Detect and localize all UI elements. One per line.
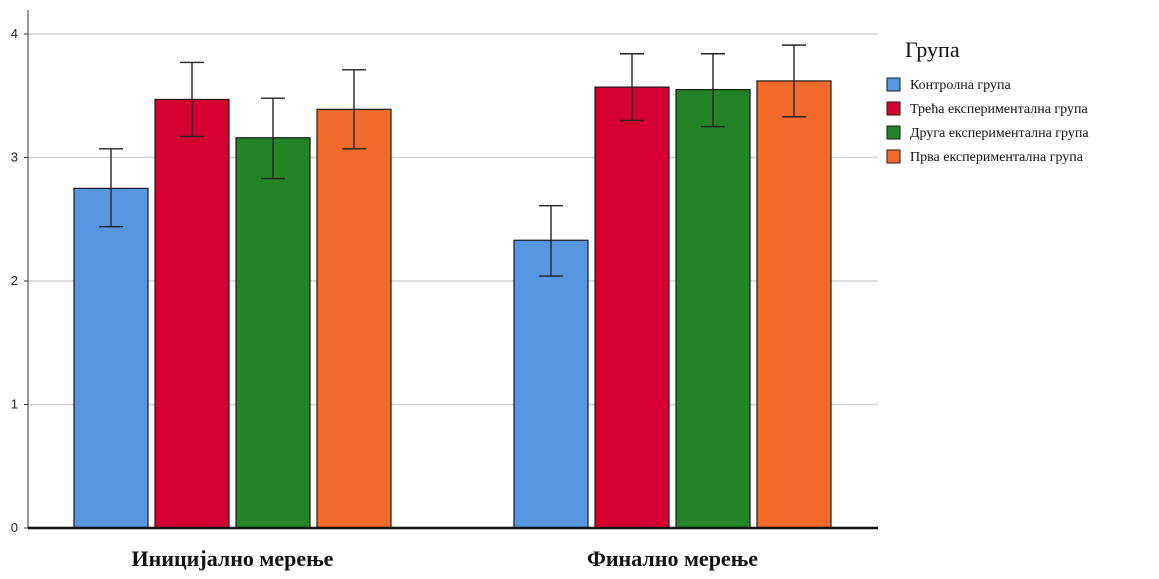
- legend-label: Трећа експериментална група: [910, 102, 1088, 117]
- legend-title: Група: [905, 37, 960, 62]
- legend-label: Прва експериментална група: [910, 150, 1084, 165]
- bar: [316, 108, 392, 529]
- bar: [154, 98, 230, 529]
- axes: 0 1 2 3 4 Иницијално мерење Финално мерење: [11, 10, 878, 571]
- bar: [513, 239, 589, 529]
- category-label: Иницијално мерење: [132, 546, 334, 571]
- y-tick-label: 4: [11, 26, 18, 41]
- y-tick-label: 2: [11, 273, 18, 288]
- legend-swatch: [886, 101, 901, 116]
- bar: [235, 137, 311, 529]
- bars: [73, 80, 832, 529]
- legend-swatch: [886, 125, 901, 140]
- y-tick-label: 3: [11, 150, 18, 165]
- bar: [73, 187, 149, 529]
- legend: Група Контролна група Трећа експерименталн…: [886, 37, 1089, 165]
- bar: [594, 86, 670, 529]
- y-tick-label: 0: [11, 520, 18, 535]
- category-label: Финално мерење: [587, 546, 758, 571]
- error-bars: [99, 44, 806, 277]
- legend-swatch: [886, 77, 901, 92]
- legend-label: Контролна група: [910, 78, 1011, 93]
- legend-swatch: [886, 149, 901, 164]
- y-tick-label: 1: [11, 397, 18, 412]
- bar: [756, 80, 832, 529]
- bar: [675, 88, 751, 529]
- legend-label: Друга експериментална група: [910, 126, 1089, 141]
